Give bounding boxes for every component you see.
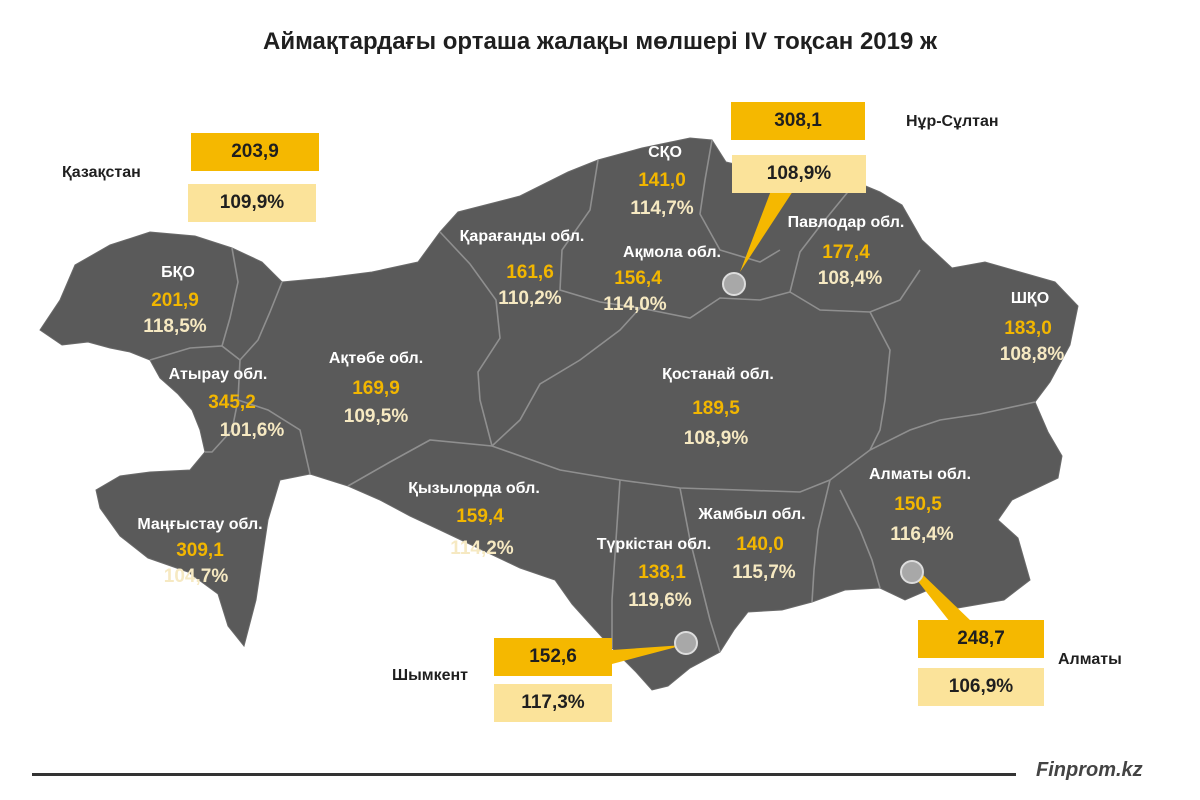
region-name-bko: БҚО — [161, 264, 195, 281]
region-percent-bko: 118,5% — [143, 316, 207, 337]
nur-sultan-label: Нұр-Сұлтан — [906, 113, 999, 130]
region-value-aktobe: 169,9 — [352, 378, 400, 399]
region-value-akmola: 156,4 — [614, 268, 662, 289]
region-name-sko: СҚО — [648, 144, 682, 161]
almaty-marker — [900, 560, 924, 584]
page-title: Аймақтардағы орташа жалақы мөлшері IV то… — [262, 28, 938, 55]
region-value-atyrau: 345,2 — [208, 392, 256, 413]
region-name-zhambyl: Жамбыл обл. — [698, 506, 806, 523]
region-borders — [149, 139, 1036, 653]
national-percent-box: 109,9% — [188, 184, 316, 222]
region-name-shko: ШҚО — [1010, 290, 1050, 307]
region-percent-shko: 108,8% — [999, 344, 1065, 365]
region-percent-mangystau: 104,7% — [163, 566, 229, 587]
region-percent-kyzylorda: 114,2% — [450, 538, 514, 559]
region-value-sko: 141,0 — [638, 170, 686, 191]
region-name-almaty-obl: Алматы обл. — [868, 466, 972, 483]
region-value-zhambyl: 140,0 — [736, 534, 784, 555]
almaty-value-box: 248,7 — [918, 620, 1044, 658]
region-percent-turkistan: 119,6% — [628, 590, 692, 611]
region-percent-aktobe: 109,5% — [343, 406, 409, 427]
almaty-pointer — [913, 572, 972, 622]
shymkent-marker — [674, 631, 698, 655]
region-percent-kostanay: 108,9% — [683, 428, 749, 449]
region-name-pavlodar: Павлодар обл. — [787, 214, 905, 231]
nur-sultan-value-box: 308,1 — [731, 102, 865, 140]
shymkent-percent-box: 117,3% — [494, 684, 612, 722]
region-percent-atyrau: 101,6% — [219, 420, 285, 441]
region-name-kyzylorda: Қызылорда обл. — [408, 480, 540, 497]
shymkent-label: Шымкент — [392, 667, 468, 684]
region-percent-karaganda: 110,2% — [498, 288, 562, 309]
region-name-karaganda: Қарағанды обл. — [459, 228, 585, 245]
region-value-shko: 183,0 — [1004, 318, 1052, 339]
region-percent-sko: 114,7% — [630, 198, 694, 219]
region-percent-pavlodar: 108,4% — [817, 268, 883, 289]
region-percent-zhambyl: 115,7% — [732, 562, 796, 583]
region-name-akmola: Ақмола обл. — [623, 244, 721, 261]
nur-sultan-percent-box: 108,9% — [732, 155, 866, 193]
region-value-turkistan: 138,1 — [638, 562, 686, 583]
region-name-atyrau: Атырау обл. — [168, 366, 268, 383]
region-value-mangystau: 309,1 — [176, 540, 224, 561]
footer-divider — [32, 773, 1016, 776]
national-value-box: 203,9 — [191, 133, 319, 171]
region-value-bko: 201,9 — [151, 290, 199, 311]
nur-sultan-pointer — [740, 188, 795, 272]
nur-sultan-marker — [722, 272, 746, 296]
shymkent-value-box: 152,6 — [494, 638, 612, 676]
region-name-aktobe: Ақтөбе обл. — [328, 350, 424, 367]
region-value-almaty-obl: 150,5 — [894, 494, 942, 515]
region-name-kostanay: Қостанай обл. — [662, 366, 774, 383]
region-value-pavlodar: 177,4 — [822, 242, 870, 263]
almaty-label: Алматы — [1058, 651, 1122, 668]
national-label: Қазақстан — [62, 164, 141, 181]
almaty-percent-box: 106,9% — [918, 668, 1044, 706]
brand-logo-text: Finprom.kz — [1036, 759, 1143, 781]
region-value-kostanay: 189,5 — [692, 398, 740, 419]
region-name-turkistan: Түркістан обл. — [596, 536, 712, 553]
region-name-mangystau: Маңғыстау обл. — [137, 516, 263, 533]
shymkent-pointer — [612, 645, 684, 664]
region-value-kyzylorda: 159,4 — [456, 506, 504, 527]
region-percent-akmola: 114,0% — [603, 294, 667, 315]
region-value-karaganda: 161,6 — [506, 262, 554, 283]
region-percent-almaty-obl: 116,4% — [890, 524, 954, 545]
